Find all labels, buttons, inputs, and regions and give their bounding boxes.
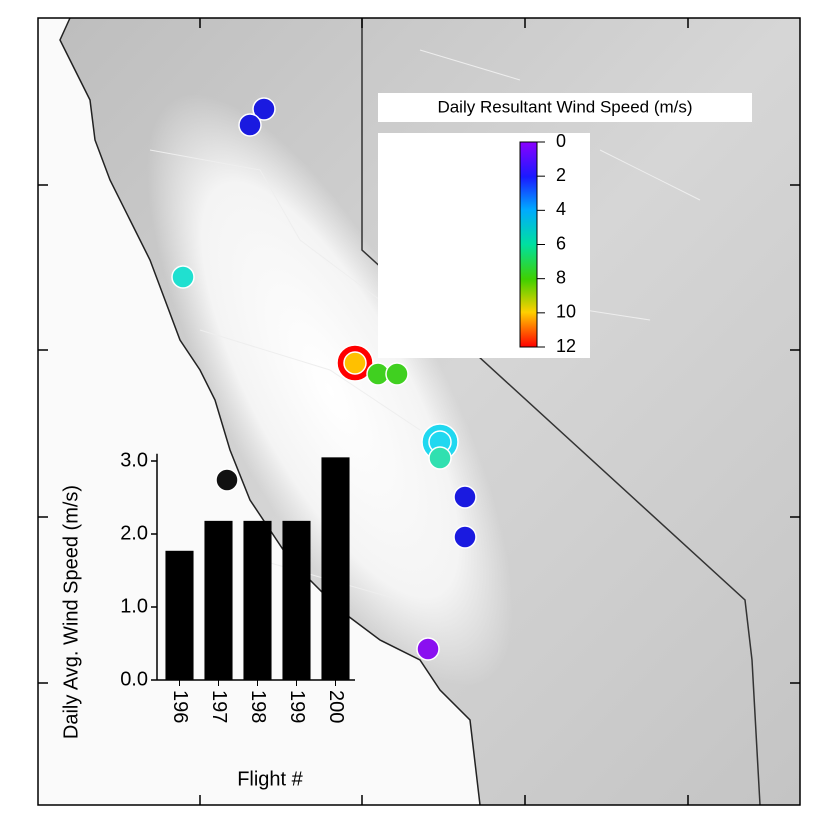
colorbar-tick-label: 0: [556, 131, 566, 151]
colorbar-tick-label: 8: [556, 267, 566, 287]
x-tick-label: 197: [208, 690, 230, 723]
colorbar-tick-label: 6: [556, 233, 566, 253]
colorbar-tick-label: 10: [556, 302, 576, 322]
y-tick-label: 3.0: [120, 449, 148, 471]
colorbar-tick-label: 4: [556, 199, 566, 219]
bar: [243, 521, 271, 680]
colorbar-title: Daily Resultant Wind Speed (m/s): [437, 97, 692, 116]
x-tick-label: 199: [286, 690, 308, 723]
bar: [165, 551, 193, 680]
bar: [321, 457, 349, 680]
bar: [282, 521, 310, 680]
y-tick-label: 0.0: [120, 668, 148, 690]
x-tick-label: 198: [247, 690, 269, 723]
y-tick-label: 2.0: [120, 522, 148, 544]
bar: [204, 521, 232, 680]
map-figure: Daily Resultant Wind Speed (m/s) 0 2 4 6 8 10…: [0, 0, 813, 817]
x-axis-label: Flight #: [237, 768, 303, 790]
x-tick-label: 200: [325, 690, 347, 723]
colorbar-ramp: [520, 142, 537, 347]
colorbar-tick-label: 12: [556, 336, 576, 356]
x-tick-label: 196: [169, 690, 191, 723]
colorbar-tick-label: 2: [556, 165, 566, 185]
y-tick-label: 1.0: [120, 595, 148, 617]
y-axis-label: Daily Avg. Wind Speed (m/s): [60, 485, 82, 739]
